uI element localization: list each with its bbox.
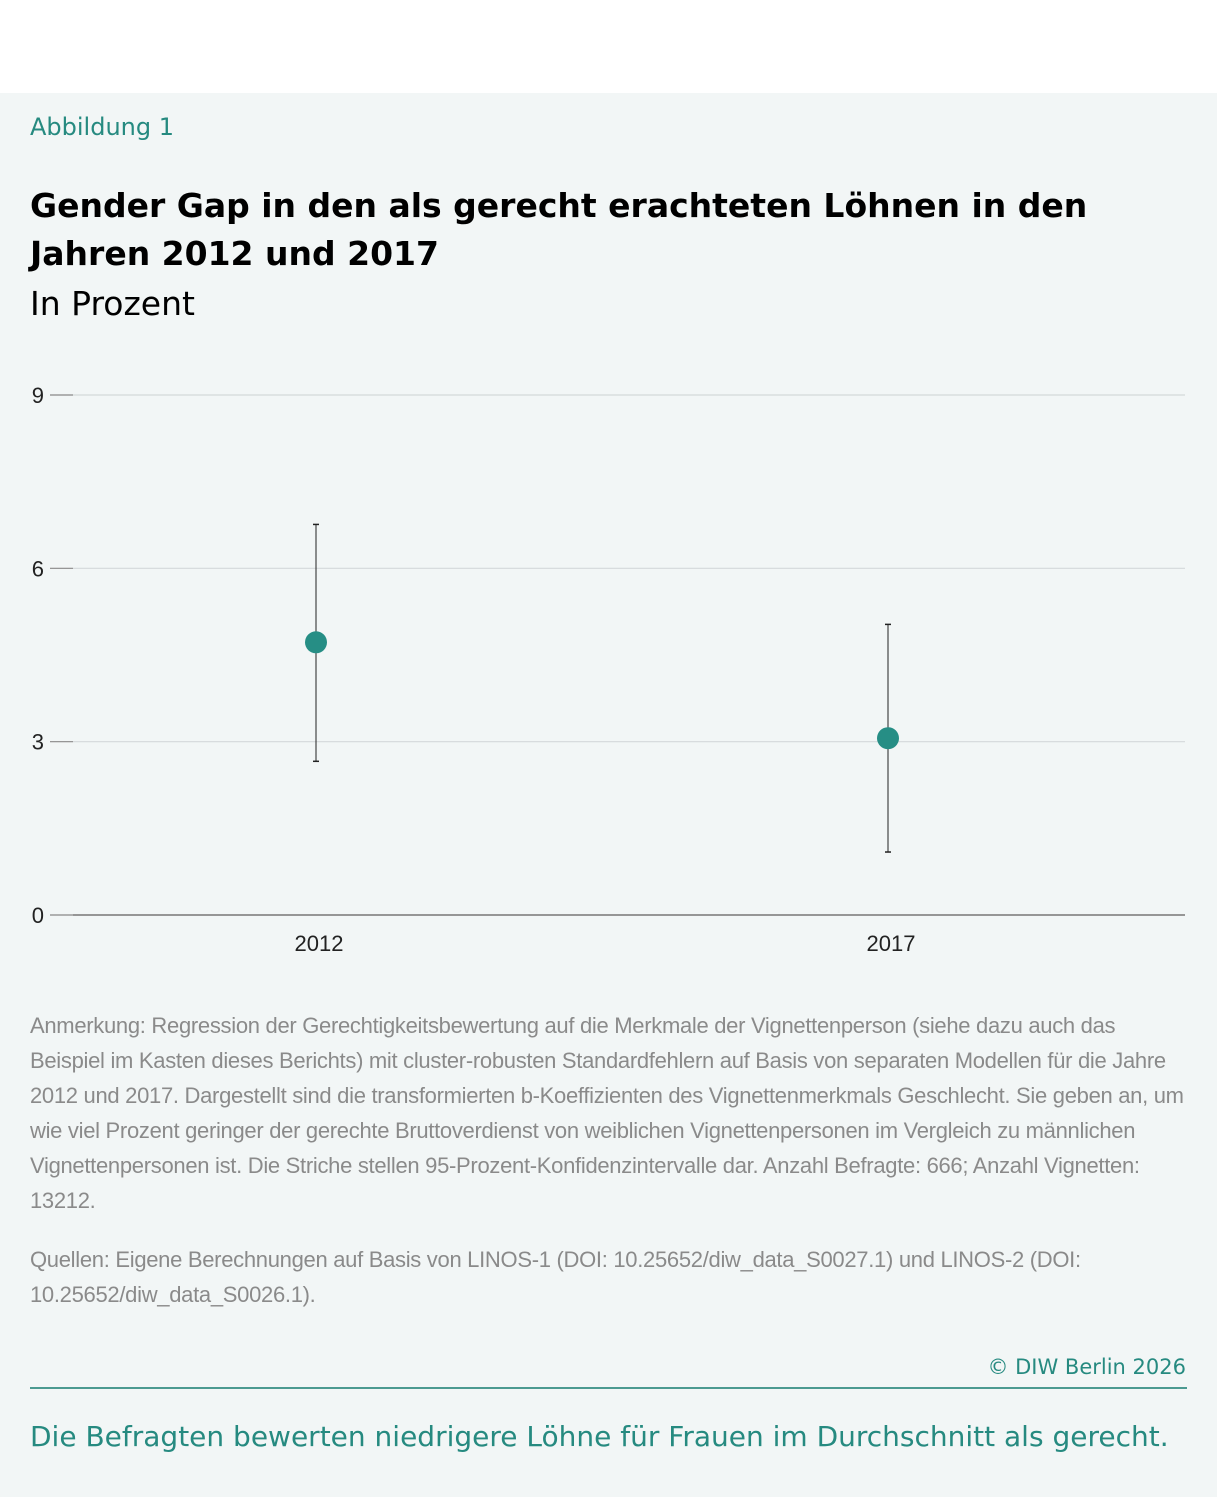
y-tick-label: 6: [32, 556, 44, 581]
chart-title: Gender Gap in den als gerecht erachteten…: [30, 186, 1088, 273]
chart-note: Anmerkung: Regression der Gerechtigkeits…: [30, 1013, 1184, 1213]
x-tick-label: 2012: [295, 931, 344, 956]
data-point-2012: [305, 631, 327, 654]
y-tick-label: 3: [32, 730, 44, 755]
chart: 0 3 6 9 2012 2017: [32, 383, 1185, 956]
divider: [30, 1387, 1187, 1389]
figure-panel: [0, 93, 1217, 1497]
copyright: © DIW Berlin 2026: [987, 1355, 1186, 1379]
y-tick-label: 9: [32, 383, 44, 408]
y-tick-label: 0: [32, 903, 44, 928]
figure-label: Abbildung 1: [30, 113, 175, 141]
data-point-2017: [877, 727, 899, 750]
chart-subtitle: In Prozent: [30, 284, 195, 323]
chart-sources: Quellen: Eigene Berechnungen auf Basis v…: [30, 1247, 1081, 1307]
takeaway: Die Befragten bewerten niedrigere Löhne …: [30, 1420, 1169, 1453]
x-tick-label: 2017: [867, 931, 916, 956]
